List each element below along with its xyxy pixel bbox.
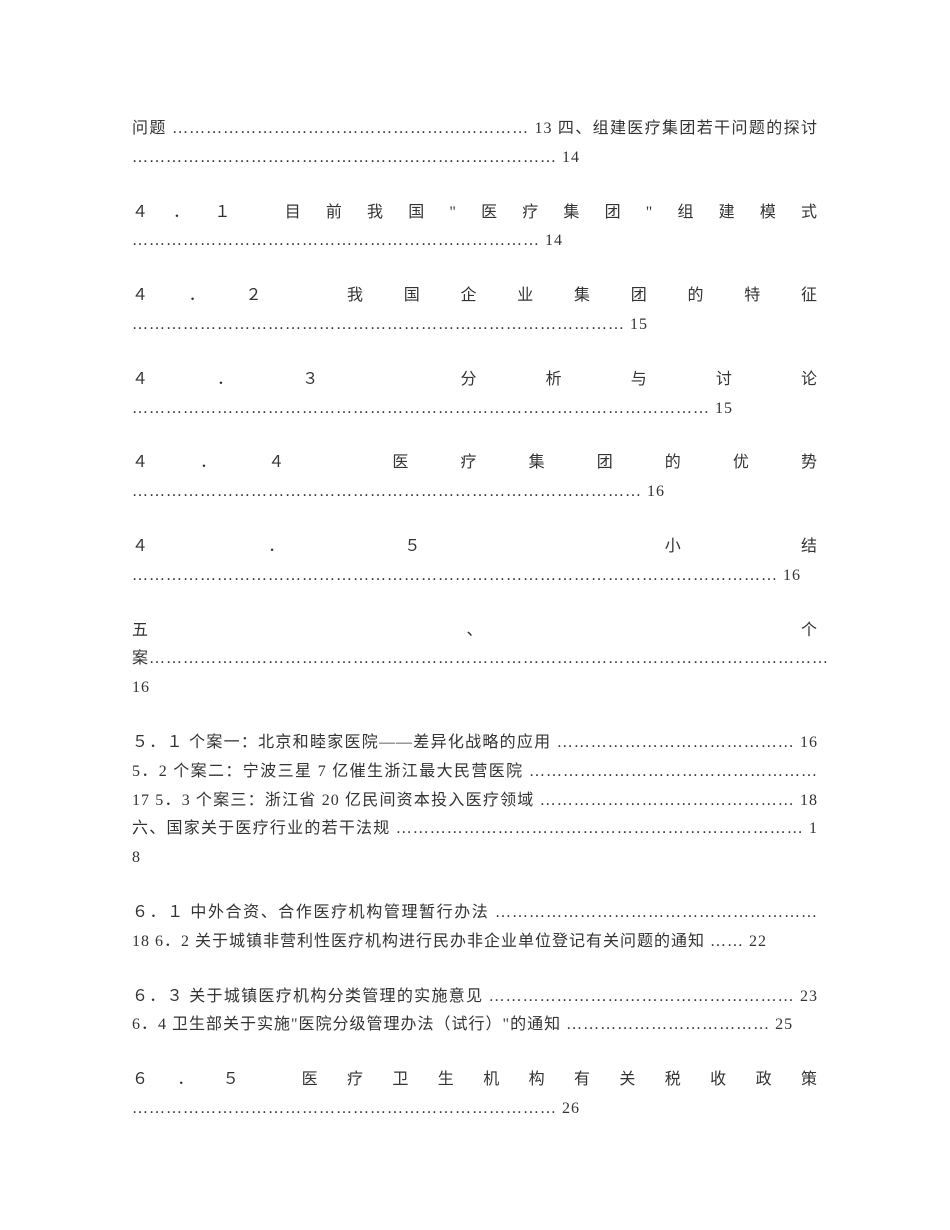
toc-entry-0: 问题 ……………………………………………………… 13 四、组建医疗集团若干问题… bbox=[132, 115, 818, 173]
toc-entry-9: ６．３ 关于城镇医疗机构分类管理的实施意见 ………………………………………………… bbox=[132, 983, 818, 1041]
toc-entry-6: 五、个案………………………………………………………………………………………………… bbox=[132, 617, 818, 703]
toc-entry-7: ５．１ 个案一：北京和睦家医院——差异化战略的应用 ……………………………………… bbox=[132, 729, 818, 873]
toc-entry-10: ６．５ 医疗卫生机构有关税收政策 ……………………………………………………………… bbox=[132, 1066, 818, 1124]
toc-container: 问题 ……………………………………………………… 13 四、组建医疗集团若干问题… bbox=[132, 115, 818, 1124]
toc-entry-1: ４．１ 目前我国"医疗集团"组建模式 ………………………………………………………… bbox=[132, 199, 818, 257]
toc-entry-8: ６．１ 中外合资、合作医疗机构管理暂行办法 ………………………………………………… bbox=[132, 899, 818, 957]
toc-entry-3: ４．３ 分析与讨论 ………………………………………………………………………………… bbox=[132, 366, 818, 424]
toc-entry-4: ４．４ 医疗集团的优势 …………………………………………………………………………… bbox=[132, 449, 818, 507]
toc-entry-2: ４．２ 我国企业集团的特征 ……………………………………………………………………… bbox=[132, 282, 818, 340]
toc-entry-5: ４．５ 小结 ………………………………………………………………………………………… bbox=[132, 533, 818, 591]
